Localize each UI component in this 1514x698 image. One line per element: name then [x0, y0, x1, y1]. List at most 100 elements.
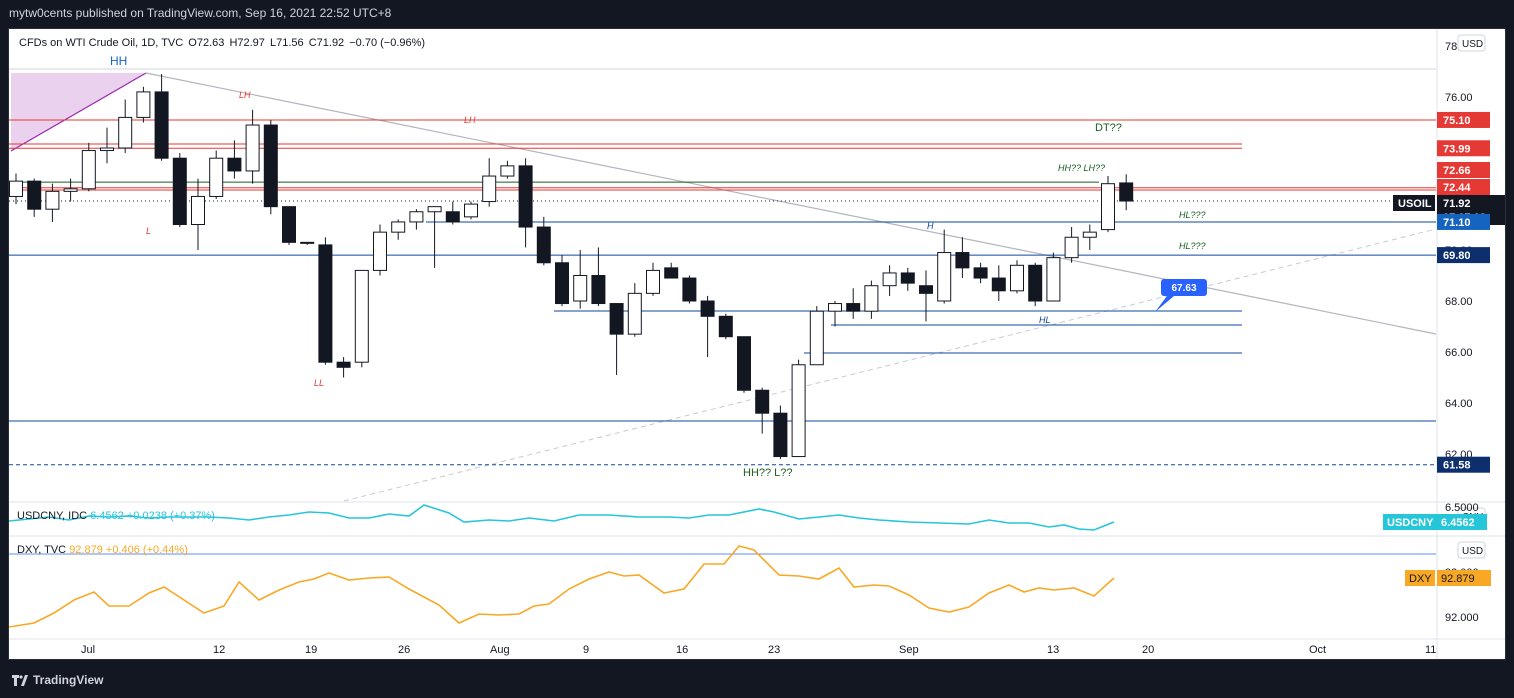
candle-body[interactable] — [482, 175, 497, 203]
candle-body[interactable] — [336, 361, 351, 368]
price-label-73-99-bg — [1437, 140, 1490, 157]
candle-body[interactable] — [391, 221, 406, 233]
price-label-61-58-bg — [1437, 456, 1490, 473]
usdcny-tag: USDCNY — [1387, 517, 1434, 529]
candle-body[interactable] — [464, 203, 478, 218]
candle-body[interactable] — [718, 315, 733, 338]
candle-body[interactable] — [300, 241, 315, 244]
footer-brand: TradingView — [33, 673, 104, 687]
candle-body[interactable] — [555, 262, 569, 305]
candle-body[interactable] — [700, 300, 715, 317]
usdcny-legend: USDCNY, IDC 6.4562 +0.0238 (+0.37%) — [17, 510, 215, 522]
usdcny-tick-label: 6.5000 — [1445, 502, 1479, 514]
candle-body[interactable] — [737, 336, 751, 391]
h-label: H — [927, 221, 934, 231]
price-tick-label: 64.00 — [1445, 398, 1473, 410]
candle-body[interactable] — [882, 272, 897, 287]
usdcny-series-line[interactable] — [9, 504, 1115, 531]
candle-body[interactable] — [445, 211, 460, 223]
l-label: L — [146, 226, 151, 236]
candle-body[interactable] — [245, 124, 260, 172]
hh-l-label: HH?? L?? — [743, 467, 793, 479]
candle-body[interactable] — [27, 180, 42, 210]
candle-body[interactable] — [809, 310, 824, 366]
price-label-72-66-bg — [1437, 162, 1490, 178]
dxy-series-line[interactable] — [9, 545, 1115, 628]
hh-lh-label: HH?? LH?? — [1058, 163, 1105, 173]
usdcny-value: 6.4562 — [90, 510, 124, 522]
candle-body[interactable] — [773, 412, 788, 458]
candle-body[interactable] — [282, 206, 296, 243]
candle-body[interactable] — [227, 157, 242, 172]
candle-body[interactable] — [172, 157, 187, 225]
candle-body[interactable] — [937, 252, 952, 302]
candle-body[interactable] — [591, 275, 606, 305]
candle-body[interactable] — [755, 389, 770, 414]
price-label-61-58: 61.58 — [1443, 460, 1471, 472]
symbol-tag-bg — [1393, 195, 1435, 211]
currency-usd-dxy: USD — [1462, 546, 1483, 557]
candle-body[interactable] — [573, 275, 588, 302]
candle-body[interactable] — [100, 147, 114, 152]
price-tick-label: 68.00 — [1445, 296, 1473, 308]
candle-body[interactable] — [1064, 236, 1079, 259]
candle-body[interactable] — [682, 277, 697, 302]
candle-body[interactable] — [1101, 183, 1115, 231]
candle-body[interactable] — [991, 277, 1006, 292]
currency-usd-main: USD — [1462, 39, 1483, 50]
candle-body[interactable] — [427, 206, 442, 213]
legend-open: O72.63 — [188, 37, 225, 49]
candle-body[interactable] — [664, 267, 679, 279]
currency-usd-main-bg[interactable] — [1457, 34, 1486, 52]
candle-body[interactable] — [81, 150, 96, 190]
candle-body[interactable] — [354, 269, 369, 363]
candle-body[interactable] — [646, 269, 660, 294]
descending-trendline — [145, 72, 1437, 335]
price-label-75-10-bg — [1437, 111, 1490, 128]
candle-body[interactable] — [828, 303, 842, 312]
time-tick-label: Jul — [81, 644, 95, 656]
candle-body[interactable] — [1010, 264, 1024, 292]
time-tick-label: 26 — [398, 644, 410, 656]
candle-body[interactable] — [518, 165, 533, 228]
time-tick-label: 16 — [676, 644, 688, 656]
candle-body[interactable] — [846, 303, 861, 312]
candle-body[interactable] — [373, 231, 387, 271]
chart-panel[interactable]: HH LH LH L LL DT?? HH?? LH?? HL??? HL??? H HL HH?? … — [8, 28, 1506, 660]
time-tick-label: 20 — [1142, 644, 1154, 656]
candle-body[interactable] — [45, 190, 60, 210]
legend-high: H72.97 — [229, 37, 265, 49]
candle-body[interactable] — [318, 244, 333, 363]
candle-body[interactable] — [63, 188, 78, 192]
time-tick-label: Sep — [899, 644, 919, 656]
candle-body[interactable] — [191, 195, 205, 225]
candle-body[interactable] — [955, 252, 970, 269]
currency-usd-dxy-bg[interactable] — [1457, 541, 1486, 559]
candle-body[interactable] — [500, 165, 515, 177]
candle-body[interactable] — [154, 91, 169, 159]
candle-body[interactable] — [409, 211, 424, 223]
tradingview-logo-icon — [12, 674, 28, 686]
candle-body[interactable] — [536, 226, 551, 264]
callout-box[interactable] — [1161, 279, 1207, 296]
candle-body[interactable] — [919, 285, 933, 294]
candle-body[interactable] — [864, 285, 879, 312]
candle-body[interactable] — [791, 364, 806, 458]
candle-body[interactable] — [209, 157, 224, 197]
candle-body[interactable] — [1119, 182, 1134, 202]
candle-body[interactable] — [9, 180, 23, 197]
candle-body[interactable] — [900, 272, 915, 284]
candle-body[interactable] — [136, 91, 151, 118]
candle-body[interactable] — [627, 292, 642, 335]
last-price-label: 71.92 — [1443, 198, 1471, 210]
candle-body[interactable] — [1046, 257, 1061, 302]
dt-label: DT?? — [1095, 122, 1122, 134]
candle-body[interactable] — [609, 303, 624, 335]
usdcny-value-tag: 6.4562 — [1441, 517, 1475, 529]
candle-body[interactable] — [118, 116, 133, 149]
candle-body[interactable] — [1028, 264, 1043, 302]
candle-body[interactable] — [1082, 231, 1097, 238]
candle-body[interactable] — [263, 124, 278, 208]
candle-body[interactable] — [973, 267, 988, 279]
